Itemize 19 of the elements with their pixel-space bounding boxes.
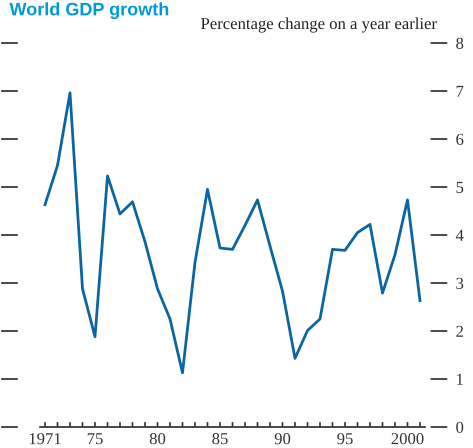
x-tick-label: 85 <box>212 433 228 444</box>
y-tick-label: 0 <box>456 422 464 433</box>
y-tick-label: 6 <box>456 134 464 145</box>
x-tick-label: 95 <box>337 433 353 444</box>
x-tick-label: 1971 <box>30 433 61 444</box>
x-tick-label: 75 <box>88 433 103 444</box>
y-axis-title: Percentage change on a year earlier <box>201 17 437 33</box>
y-tick-label: 4 <box>456 230 464 241</box>
x-tick-label: 80 <box>150 433 166 444</box>
chart-title: World GDP growth <box>9 2 168 20</box>
line-series <box>44 92 422 374</box>
y-tick-label: 1 <box>457 374 463 385</box>
y-tick-label: 5 <box>456 182 464 193</box>
y-tick-label: 7 <box>456 86 464 97</box>
x-tick-label: 90 <box>274 433 290 444</box>
y-tick-label: 3 <box>456 278 464 289</box>
y-tick-label: 2 <box>456 326 463 337</box>
x-tick-label: 2000 <box>392 433 424 444</box>
y-tick-label: 8 <box>456 38 464 49</box>
